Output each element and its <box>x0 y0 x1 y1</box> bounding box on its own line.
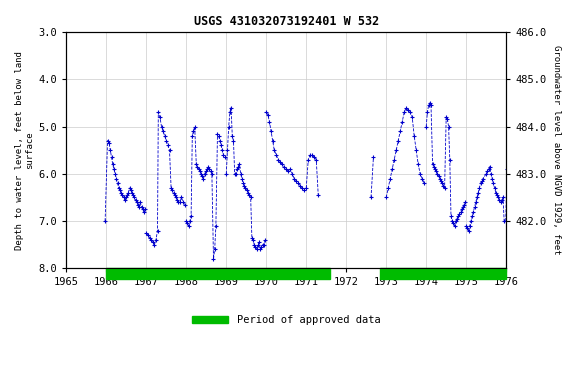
Legend: Period of approved data: Period of approved data <box>188 311 385 329</box>
Title: USGS 431032073192401 W 532: USGS 431032073192401 W 532 <box>194 15 379 28</box>
Y-axis label: Depth to water level, feet below land
surface: Depth to water level, feet below land su… <box>15 51 35 250</box>
Bar <box>380 268 506 279</box>
Bar <box>107 268 330 279</box>
Y-axis label: Groundwater level above NGVD 1929, feet: Groundwater level above NGVD 1929, feet <box>552 45 561 255</box>
